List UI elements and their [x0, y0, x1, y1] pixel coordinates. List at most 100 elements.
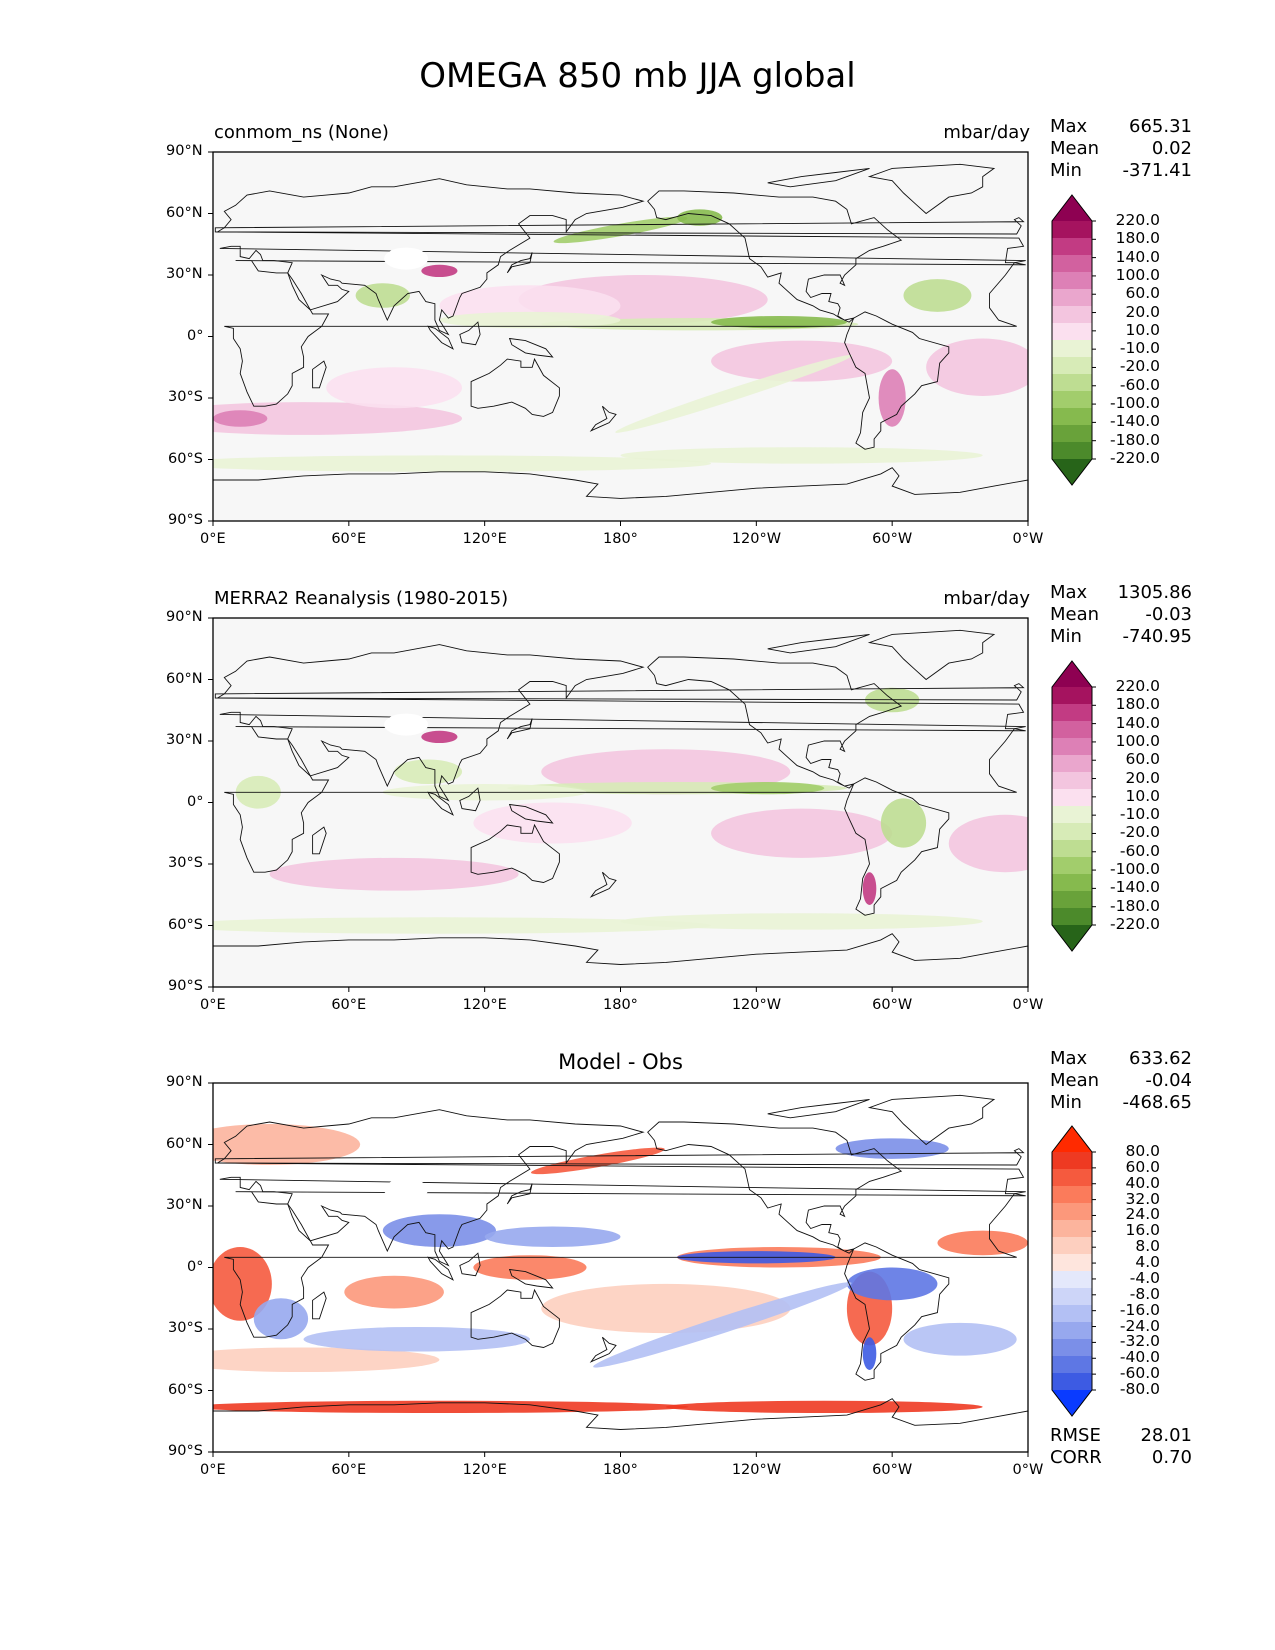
colorbar-label: 100.0 — [1115, 265, 1160, 284]
field-anomaly — [862, 872, 877, 905]
panel2-stat-max: Max 1305.86 — [1050, 582, 1192, 603]
panel3-rmse: RMSE 28.01 — [1050, 1425, 1192, 1446]
panel1-stat-mean: Mean 0.02 — [1050, 138, 1192, 159]
coastline-japan — [506, 718, 533, 740]
colorbar-swatch — [1052, 340, 1092, 358]
x-tick-label: 120°W — [731, 531, 782, 547]
field-anomaly — [553, 216, 688, 244]
panel2-units: mbar/day — [943, 588, 1030, 609]
coastline-samerica — [844, 777, 950, 916]
field-anomaly — [213, 1347, 440, 1373]
field-anomaly — [355, 283, 410, 308]
x-tick-label: 60°E — [331, 997, 367, 1013]
masked-region — [384, 1178, 429, 1201]
field-anomaly — [253, 1298, 309, 1340]
panel2-stat-min: Min -740.95 — [1050, 626, 1192, 647]
field-anomaly — [484, 1226, 621, 1247]
colorbar-label: 220.0 — [1115, 677, 1160, 695]
y-tick-label: 30°N — [166, 1197, 203, 1213]
coastline-africa — [224, 260, 1026, 407]
colorbar-swatch — [1052, 374, 1092, 392]
colorbar-swatch — [1052, 755, 1092, 773]
colorbar-swatch — [1052, 289, 1092, 307]
coastline-australia — [470, 357, 560, 417]
colorbar-label: -220.0 — [1110, 915, 1160, 933]
coastline-arcticisl — [767, 167, 870, 188]
panel1-units: mbar/day — [943, 122, 1030, 143]
colorbar-extend-min — [1052, 1390, 1092, 1416]
panel1-stat-min: Min -371.41 — [1050, 160, 1192, 181]
colorbar-swatch — [1052, 255, 1092, 273]
colorbar-label: -20.0 — [1119, 823, 1160, 842]
y-tick-label: 90°N — [166, 143, 203, 159]
coastline-japan — [506, 1183, 533, 1205]
coastline-borneo — [459, 787, 481, 812]
coastline-antarctica — [213, 467, 1028, 521]
coastline-africa — [224, 726, 1026, 873]
colorbar-swatch — [1052, 1254, 1092, 1272]
x-tick-label: 120°W — [731, 997, 782, 1013]
colorbar-label: -100.0 — [1110, 394, 1160, 413]
colorbar-label: 60.0 — [1125, 750, 1160, 769]
panel3-stat-mean: Mean -0.04 — [1050, 1070, 1192, 1091]
panel1-title: conmom_ns (None) — [214, 122, 389, 143]
map-panel-obs — [208, 617, 1029, 992]
y-tick-label: 90°S — [168, 978, 203, 994]
colorbar-label: 20.0 — [1125, 768, 1160, 787]
colorbar-swatch — [1052, 891, 1092, 909]
colorbar-label: -16.0 — [1119, 1300, 1160, 1319]
x-tick-label: 0°W — [1012, 1462, 1044, 1478]
field-anomaly — [711, 316, 847, 329]
y-tick-label: 60°N — [166, 1135, 203, 1152]
coastline-namerica — [647, 1121, 903, 1254]
x-tick-label: 180° — [603, 1462, 638, 1478]
y-tick-label: 90°S — [168, 1443, 203, 1459]
coastline-greenland — [867, 163, 996, 215]
y-tick-label: 0° — [187, 1258, 204, 1275]
field-anomaly — [530, 1147, 665, 1175]
colorbar-extend-max — [1052, 1126, 1092, 1152]
x-tick-label: 0°E — [200, 531, 226, 547]
panel3-title: Model - Obs — [558, 1050, 683, 1074]
colorbar-swatch — [1052, 721, 1092, 739]
x-tick-label: 0°W — [1012, 997, 1044, 1013]
coastline-antarctica — [213, 1398, 1028, 1452]
field-anomaly — [213, 1247, 272, 1321]
coastline-australia — [470, 823, 560, 883]
colorbar-swatch — [1052, 221, 1092, 239]
colorbar-swatch — [1052, 1271, 1092, 1289]
colorbar-swatch — [1052, 1152, 1092, 1170]
coastline-borneo — [459, 1252, 481, 1277]
y-tick-label: 30°S — [168, 1320, 203, 1336]
x-tick-label: 0°E — [200, 1462, 226, 1478]
coastline-arcticisl — [767, 633, 870, 654]
field-anomaly — [878, 369, 906, 427]
colorbar-label: 8.0 — [1135, 1237, 1160, 1256]
colorbar-label: 10.0 — [1125, 320, 1160, 339]
coastline-newguinea — [508, 337, 554, 358]
y-tick-label: 0° — [187, 793, 204, 810]
panel2-stat-mean: Mean -0.03 — [1050, 604, 1192, 625]
x-tick-label: 60°E — [331, 531, 367, 547]
field-anomaly — [846, 1267, 938, 1301]
coastline-nz — [589, 405, 617, 432]
panel1-stat-max: Max 665.31 — [1050, 116, 1192, 137]
coastline-arcticisl — [767, 1098, 870, 1119]
panel3-stat-min: Min -468.65 — [1050, 1092, 1192, 1113]
colorbar-swatch — [1052, 1220, 1092, 1238]
colorbar-swatch — [1052, 238, 1092, 256]
colorbar-swatch — [1052, 1373, 1092, 1391]
colorbar-extend-min — [1052, 925, 1092, 951]
colorbar-swatch — [1052, 1356, 1092, 1374]
coastline-australia — [470, 1288, 560, 1348]
y-tick-label: 30°N — [166, 732, 203, 748]
panel2-title: MERRA2 Reanalysis (1980-2015) — [214, 588, 509, 609]
colorbar-label: -60.0 — [1119, 841, 1160, 860]
coastline-nz — [589, 871, 617, 898]
coastline-namerica — [647, 190, 903, 323]
colorbar-swatch — [1052, 704, 1092, 722]
colorbar-swatch — [1052, 306, 1092, 324]
coastline-uk — [214, 1148, 1025, 1166]
colorbar-swatch — [1052, 908, 1092, 926]
field-anomaly — [213, 1124, 361, 1165]
